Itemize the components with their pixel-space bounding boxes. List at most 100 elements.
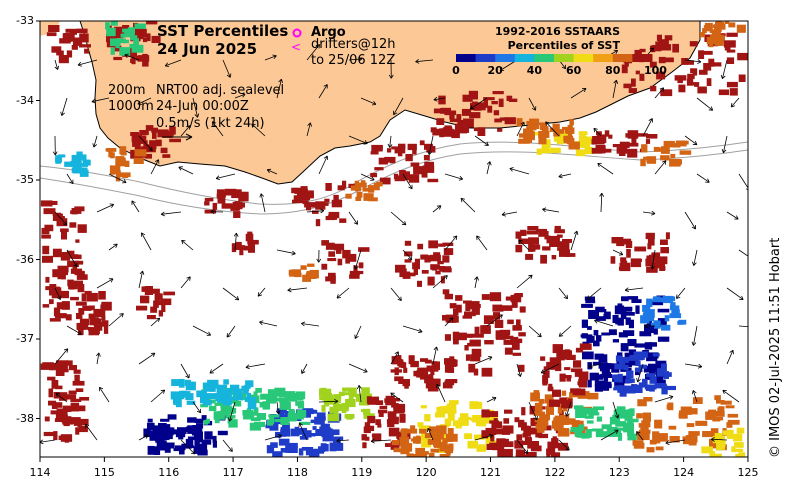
sst-patch [738, 452, 745, 459]
sst-patch [601, 333, 610, 336]
sst-patch [84, 49, 89, 54]
sst-patch [102, 320, 108, 326]
sst-patch [661, 325, 670, 331]
sst-patch [79, 44, 91, 47]
sst-patch [267, 419, 273, 425]
x-tick-label: 114 [25, 466, 55, 479]
sst-patch [209, 406, 217, 411]
sst-patch [594, 330, 599, 336]
sst-patch [339, 218, 346, 223]
sst-patch [236, 242, 242, 247]
sst-patch [291, 429, 300, 437]
sst-patch [179, 391, 190, 398]
sst-patch [521, 407, 525, 415]
sst-patch [73, 381, 85, 386]
sst-patch [49, 363, 56, 370]
sst-patch [631, 136, 636, 144]
y-tick-label: -34 [0, 94, 34, 107]
sst-patch [49, 389, 54, 398]
sst-patch [651, 252, 660, 260]
sst-patch [379, 413, 384, 417]
x-tick-label: 116 [154, 466, 184, 479]
sst-patch [734, 442, 744, 448]
sst-patch [446, 363, 457, 366]
sst-patch [636, 71, 640, 75]
sst-patch [432, 361, 437, 366]
sst-patch [625, 379, 635, 383]
sst-patch [515, 417, 520, 422]
sst-patch [680, 150, 692, 154]
sst-patch [646, 139, 650, 144]
sst-patch [490, 292, 501, 301]
sst-patch [230, 206, 239, 211]
sst-patch [89, 328, 100, 335]
sst-patch [45, 417, 50, 422]
sst-patch [669, 313, 681, 318]
sst-patch [646, 299, 652, 308]
sst-patch [470, 340, 481, 347]
sst-patch [633, 259, 642, 262]
sst-patch [430, 264, 440, 270]
sst-patch [629, 88, 637, 93]
sst-patch [394, 376, 403, 381]
sst-patch [641, 144, 647, 152]
sst-patch [196, 439, 202, 443]
y-tick-label: -35 [0, 173, 34, 186]
sst-patch [247, 240, 258, 245]
sst-patch [82, 293, 87, 301]
sst-patch [631, 79, 636, 87]
sst-patch [254, 391, 258, 395]
sst-patch [728, 414, 739, 418]
sst-patch [482, 368, 493, 377]
sst-patch [49, 299, 54, 304]
sst-patch [493, 429, 502, 434]
sst-patch [254, 422, 265, 427]
sst-patch [482, 294, 490, 300]
y-tick-marks [36, 21, 40, 419]
colorbar-tick-label: 20 [487, 64, 503, 77]
sst-patch [405, 241, 411, 246]
sst-patch [427, 179, 438, 182]
sst-patch [104, 326, 108, 334]
colorbar-segment [515, 54, 535, 62]
sst-patch [714, 395, 721, 400]
colorbar-title: 1992-2016 SSTAARS Percentiles of SST [462, 25, 620, 53]
sst-patch [349, 275, 360, 279]
sst-patch [70, 399, 81, 402]
sst-patch [306, 190, 314, 198]
sst-patch [657, 35, 662, 41]
sst-patch [420, 140, 425, 145]
sst-patch [480, 325, 491, 334]
sst-patch [101, 302, 112, 311]
sst-patch [202, 440, 212, 445]
sst-patch [516, 319, 521, 326]
sst-patch [424, 155, 430, 160]
sst-patch [380, 406, 388, 409]
sst-patch [147, 315, 156, 319]
sst-patch [654, 147, 660, 152]
sst-patch [453, 332, 459, 340]
sst-patch [538, 136, 546, 145]
sst-patch [585, 300, 595, 303]
sst-patch [378, 410, 387, 414]
sst-patch [467, 417, 471, 420]
sst-patch [371, 151, 379, 154]
sst-patch [79, 34, 89, 43]
sst-patch [580, 343, 592, 350]
colorbar-tick-label: 0 [448, 64, 464, 77]
sst-patch [301, 265, 307, 270]
sst-patch [85, 291, 92, 295]
sst-patch [475, 327, 480, 335]
sst-patch [63, 406, 72, 412]
sst-patch [67, 360, 73, 365]
sst-patch [620, 142, 630, 148]
sst-patch [399, 414, 405, 423]
sst-patch [291, 397, 296, 400]
sst-patch [686, 435, 698, 443]
x-tick-label: 125 [733, 466, 763, 479]
sst-patch [342, 250, 350, 259]
sst-patch [650, 440, 657, 445]
sst-patch [737, 53, 748, 60]
sst-patch [505, 117, 516, 124]
